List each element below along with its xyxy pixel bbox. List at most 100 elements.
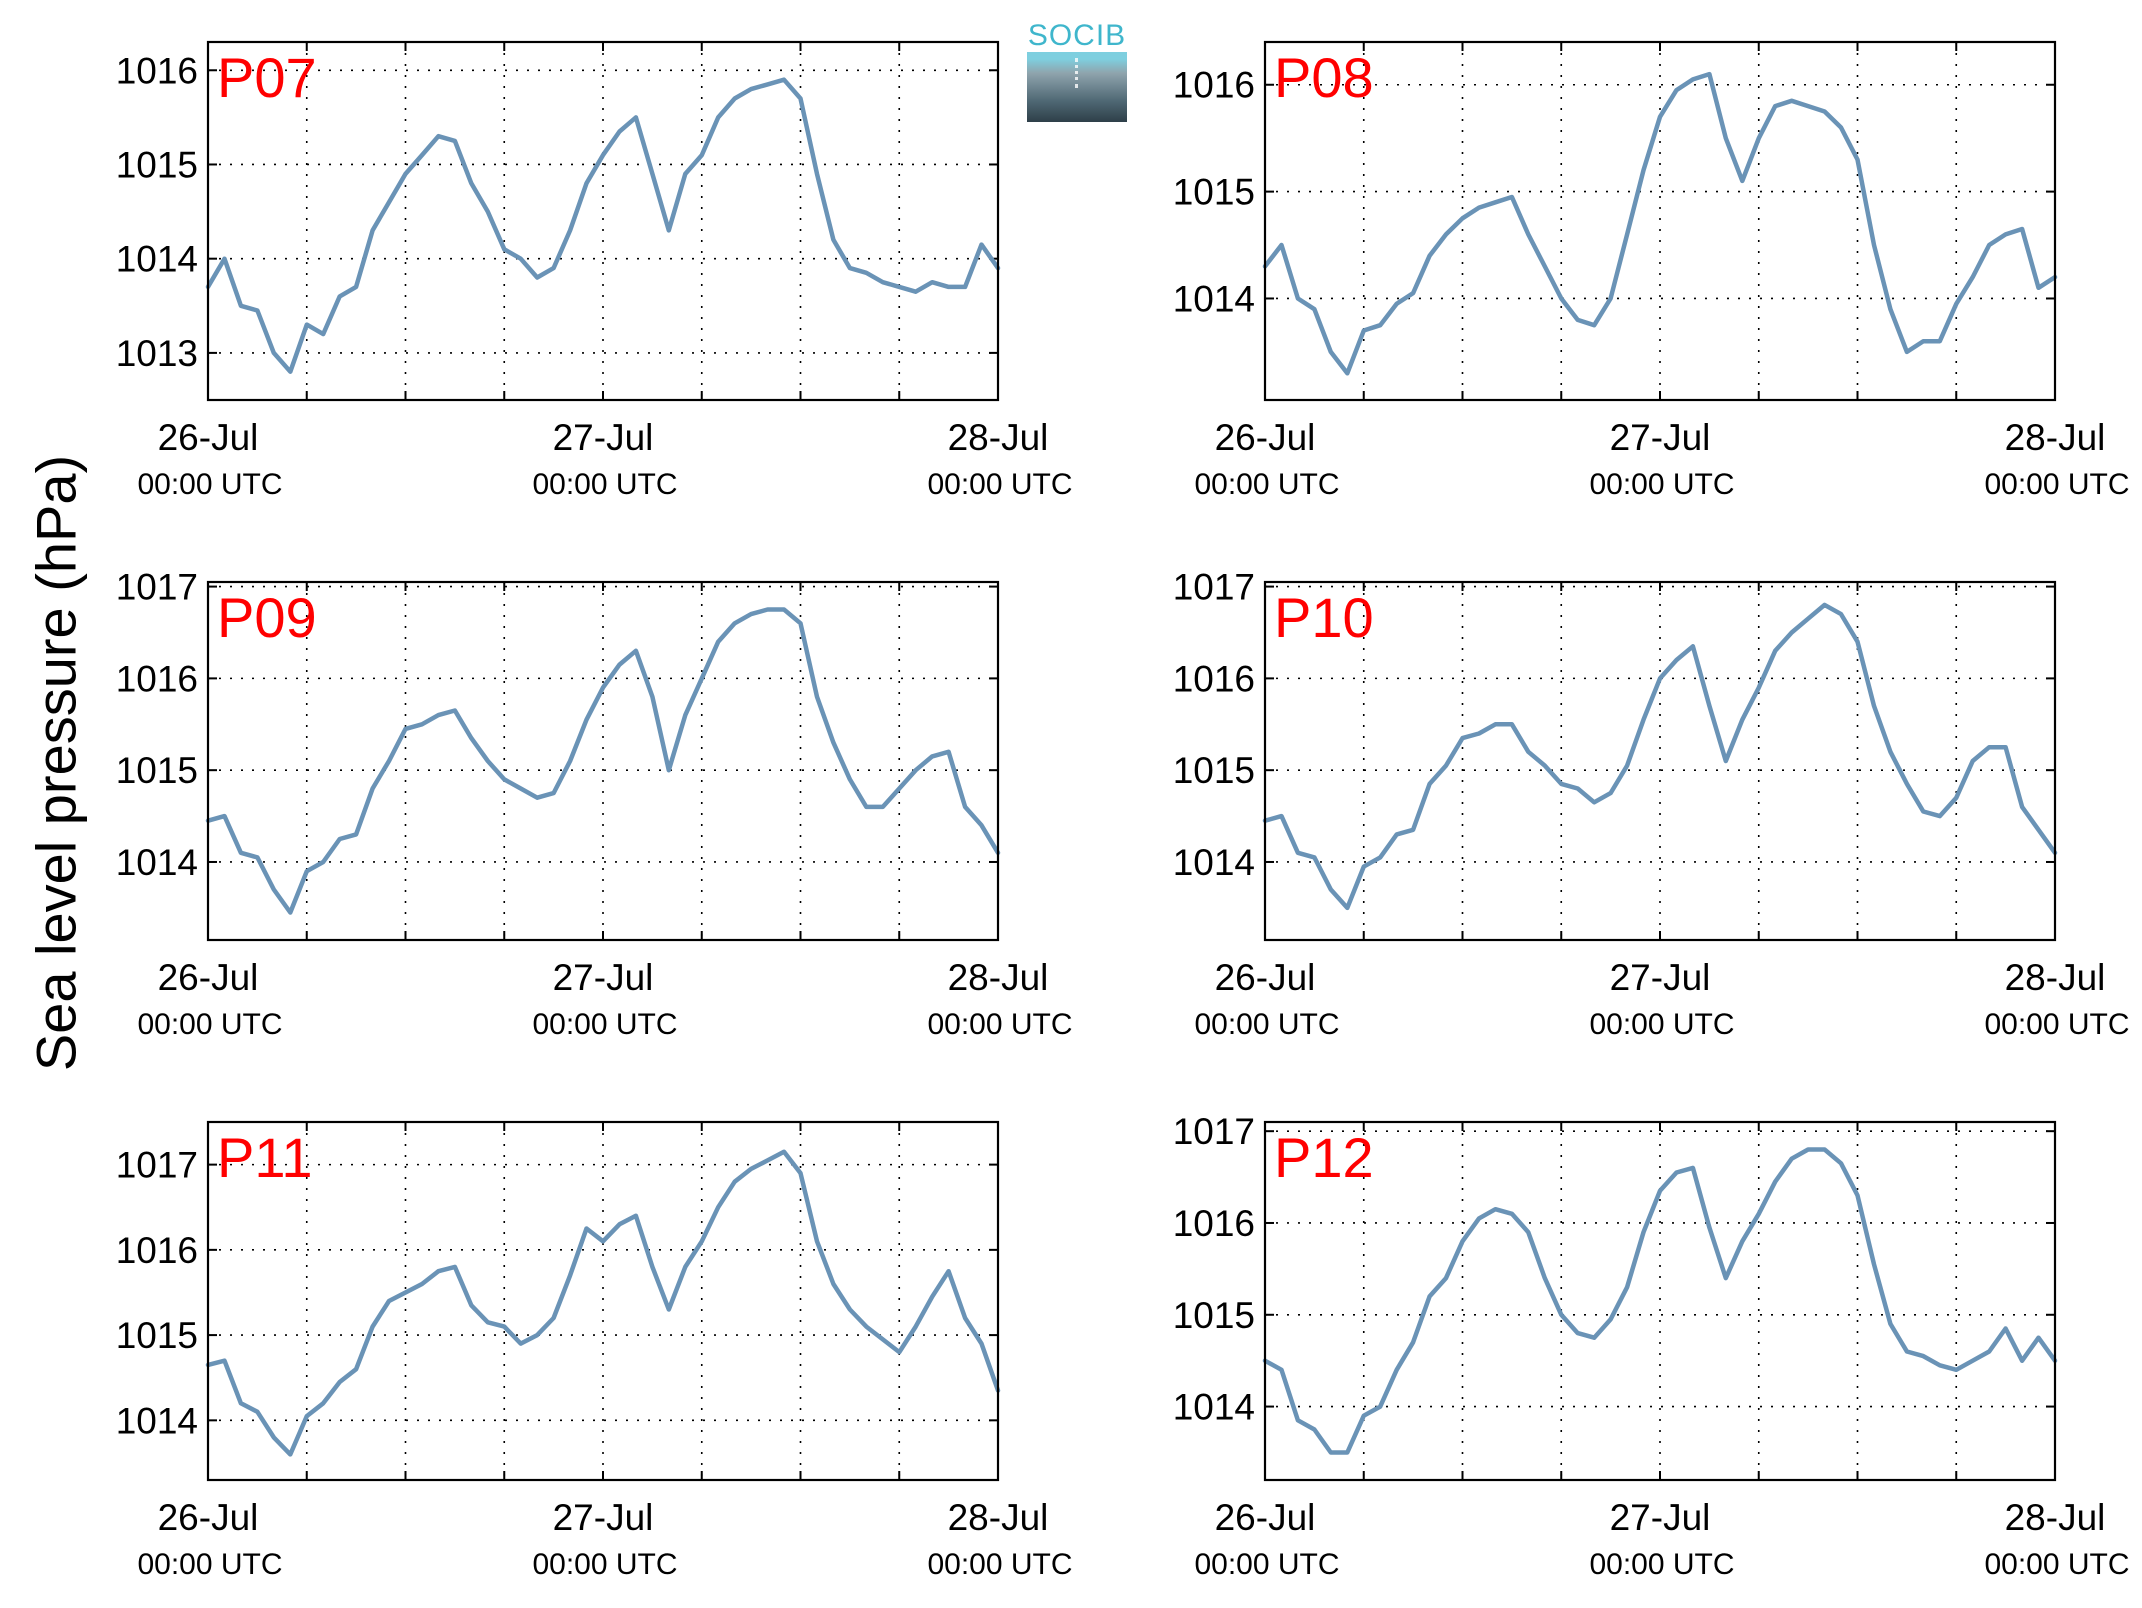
data-point <box>1428 782 1431 786</box>
data-point <box>536 276 539 279</box>
data-point <box>1477 206 1481 209</box>
data-point <box>1625 764 1629 767</box>
data-point <box>832 1282 835 1286</box>
data-point <box>700 1240 703 1243</box>
data-point <box>272 351 275 355</box>
data-point <box>2037 828 2040 831</box>
x-tick-label-day: 28-Jul <box>2005 957 2106 998</box>
y-tick-label: 1016 <box>1173 65 1255 106</box>
data-point <box>1428 1295 1431 1298</box>
data-point <box>1296 851 1300 854</box>
data-point <box>2037 1336 2040 1339</box>
x-tick-label-day: 26-Jul <box>158 417 259 458</box>
data-point <box>1609 297 1612 300</box>
data-point <box>1757 137 1761 140</box>
data-point <box>256 856 259 859</box>
data-point <box>1724 759 1728 763</box>
data-point <box>684 172 687 176</box>
axes-frame <box>1263 40 2057 402</box>
data-point <box>914 290 917 293</box>
data-point <box>601 153 605 157</box>
data-point <box>1971 275 1974 279</box>
data-point <box>1839 612 1843 616</box>
data-point <box>1543 265 1547 268</box>
data-point <box>1593 1336 1596 1339</box>
data-point <box>1872 1263 1876 1266</box>
data-point <box>898 285 901 289</box>
data-point <box>782 1150 786 1154</box>
x-tick-label-day: 28-Jul <box>948 1497 1049 1538</box>
data-point <box>1313 1428 1316 1431</box>
data-point <box>815 1240 819 1243</box>
data-point <box>601 1240 605 1243</box>
data-point <box>651 695 654 698</box>
data-point <box>667 769 670 772</box>
data-point <box>420 1282 424 1286</box>
data-point <box>1494 1208 1497 1211</box>
data-point <box>1444 233 1448 236</box>
data-point <box>1395 302 1398 305</box>
panel-p07: 1013 1014 1015 1016 26-Jul 00:00 UTC 27-Jul 00:… <box>116 40 1073 501</box>
x-tick-label-time: 00:00 UTC <box>532 468 677 501</box>
data-point <box>618 130 621 133</box>
data-point <box>1379 1405 1382 1408</box>
data-point <box>1560 782 1563 786</box>
data-point <box>881 281 884 284</box>
data-point <box>322 1402 325 1405</box>
data-point <box>1806 104 1810 108</box>
data-point <box>585 1227 588 1230</box>
data-point <box>1543 764 1547 767</box>
data-point <box>1839 126 1843 129</box>
data-point <box>980 824 983 827</box>
data-point <box>420 723 424 726</box>
data-point <box>881 1338 884 1341</box>
data-point <box>1576 1331 1579 1335</box>
axes-frame <box>1263 1120 2057 1482</box>
data-point <box>947 750 950 753</box>
data-point <box>1477 1217 1481 1220</box>
data-point <box>766 83 769 86</box>
station-label: P07 <box>217 46 317 109</box>
y-tick-label: 1015 <box>1173 1295 1255 1336</box>
data-point <box>503 1325 506 1328</box>
data-point <box>865 1325 868 1328</box>
x-tick-label-time: 00:00 UTC <box>1984 1008 2129 1041</box>
data-point <box>1280 1368 1283 1372</box>
data-point <box>766 608 769 611</box>
data-point <box>1543 1276 1547 1280</box>
data-point <box>1411 828 1415 831</box>
x-tick-label-time: 00:00 UTC <box>927 468 1072 501</box>
y-tick-label: 1017 <box>116 567 198 608</box>
x-tick-label-day: 26-Jul <box>1215 417 1316 458</box>
data-point <box>1889 308 1892 311</box>
data-point <box>848 1308 852 1311</box>
y-tick-label: 1016 <box>116 50 198 91</box>
data-point <box>1741 1240 1744 1243</box>
panel-p10: 1014 1015 1016 1017 26-Jul 00:00 UTC 27-Jul 00:… <box>1173 567 2130 1041</box>
data-point <box>1609 791 1612 795</box>
data-point <box>848 266 852 270</box>
data-point <box>1642 169 1645 172</box>
data-point <box>289 1453 292 1456</box>
y-tick-label: 1015 <box>1173 750 1255 791</box>
data-point <box>1510 1212 1514 1216</box>
data-point <box>848 778 852 781</box>
data-point <box>519 257 522 260</box>
x-tick-label-time: 00:00 UTC <box>1194 1548 1339 1581</box>
station-label: P08 <box>1274 46 1374 109</box>
logo-text: SOCIB <box>1027 19 1127 52</box>
data-point <box>305 323 308 326</box>
data-point <box>733 97 736 100</box>
data-point <box>1560 1313 1563 1317</box>
data-point <box>1362 329 1366 332</box>
data-point <box>1411 1341 1415 1344</box>
data-point <box>1724 137 1728 140</box>
y-tick-label: 1017 <box>1173 1111 1255 1152</box>
data-point <box>1757 1212 1761 1216</box>
data-point <box>1658 1189 1662 1193</box>
data-point <box>1477 732 1481 735</box>
data-point <box>1411 291 1415 295</box>
data-point <box>618 1223 621 1226</box>
data-point <box>1856 1194 1859 1197</box>
